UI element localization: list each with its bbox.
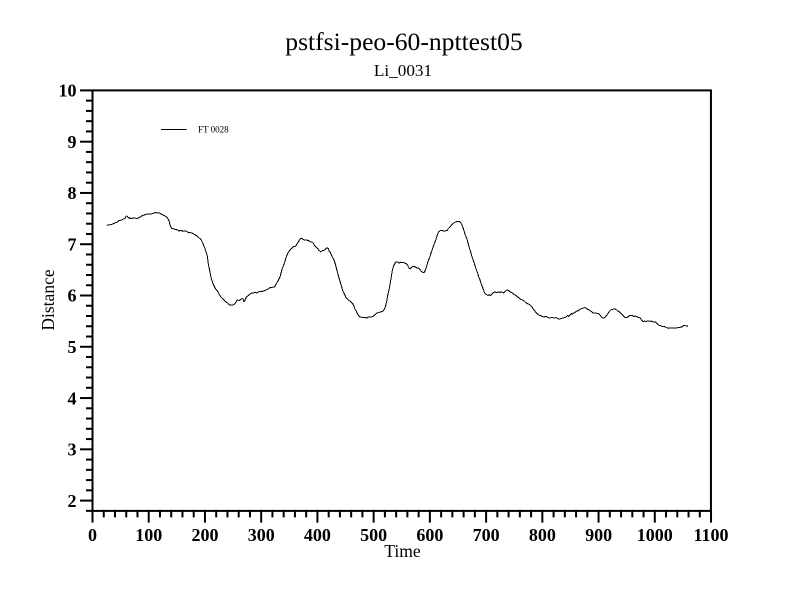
svg-text:600: 600: [416, 525, 443, 545]
svg-text:1000: 1000: [637, 525, 673, 545]
svg-text:3: 3: [68, 440, 77, 460]
svg-text:2: 2: [68, 491, 77, 511]
svg-text:100: 100: [135, 525, 162, 545]
svg-text:FT 0028: FT 0028: [198, 125, 229, 135]
svg-text:Time: Time: [384, 541, 421, 561]
svg-text:300: 300: [248, 525, 275, 545]
svg-text:900: 900: [585, 525, 612, 545]
svg-text:0: 0: [88, 525, 97, 545]
svg-text:700: 700: [473, 525, 500, 545]
svg-text:800: 800: [529, 525, 556, 545]
svg-text:9: 9: [68, 132, 77, 152]
svg-text:pstfsi-peo-60-npttest05: pstfsi-peo-60-npttest05: [285, 27, 522, 56]
svg-text:Distance: Distance: [38, 269, 58, 330]
svg-text:Li_0031: Li_0031: [374, 61, 432, 80]
svg-text:5: 5: [68, 337, 77, 357]
svg-text:6: 6: [68, 286, 77, 306]
svg-text:400: 400: [304, 525, 331, 545]
svg-text:8: 8: [68, 183, 77, 203]
svg-text:7: 7: [68, 234, 77, 254]
svg-text:200: 200: [191, 525, 218, 545]
svg-text:500: 500: [360, 525, 387, 545]
svg-text:10: 10: [59, 81, 77, 101]
svg-text:4: 4: [68, 388, 77, 408]
svg-text:1100: 1100: [694, 525, 729, 545]
